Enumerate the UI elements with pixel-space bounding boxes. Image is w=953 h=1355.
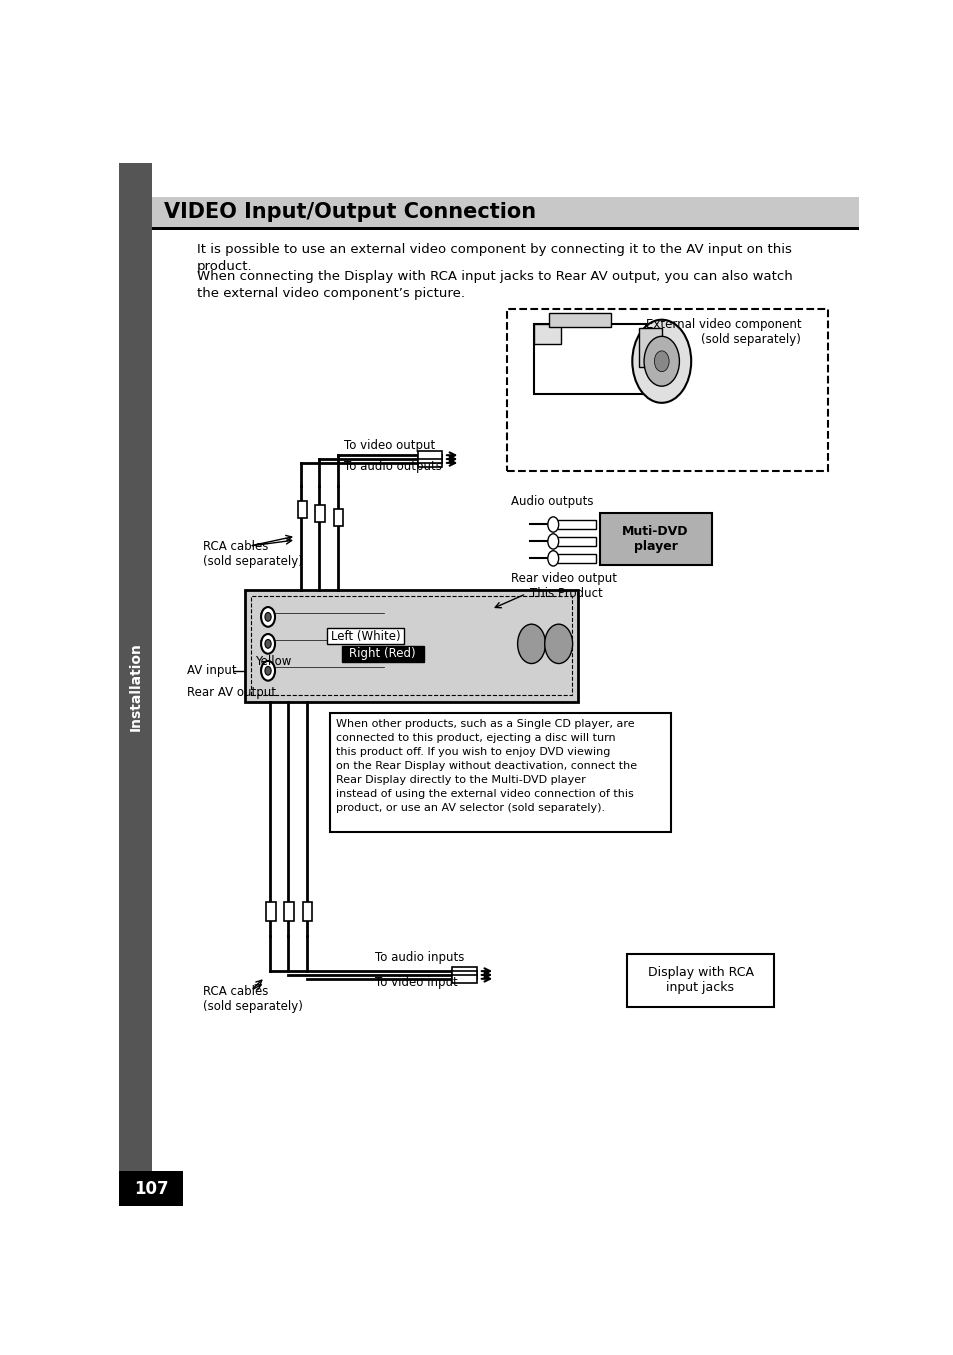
Text: AV input: AV input [187, 664, 237, 678]
Circle shape [265, 640, 271, 648]
Circle shape [544, 625, 572, 664]
Circle shape [261, 661, 274, 680]
Bar [452, 972, 476, 978]
Bar [417, 455, 442, 463]
Bar [266, 902, 275, 921]
Text: Installation: Installation [129, 642, 142, 730]
Bar [452, 967, 476, 976]
Bar [557, 520, 596, 528]
Text: Audio outputs: Audio outputs [510, 495, 593, 508]
Bar [303, 902, 312, 921]
Bar [284, 902, 294, 921]
FancyBboxPatch shape [342, 646, 423, 661]
Text: Rear AV output: Rear AV output [187, 686, 276, 699]
Text: External video component
(sold separately): External video component (sold separatel… [645, 318, 801, 346]
Bar [417, 459, 442, 466]
Circle shape [547, 534, 558, 549]
Text: Rear video output: Rear video output [510, 572, 616, 585]
Text: To video output: To video output [344, 439, 435, 453]
Bar [638, 328, 661, 367]
Circle shape [261, 607, 274, 627]
Circle shape [654, 351, 668, 371]
Text: To audio outputs: To audio outputs [344, 461, 441, 473]
Text: RCA cables
(sold separately): RCA cables (sold separately) [203, 539, 302, 568]
Bar [152, 198, 858, 226]
Bar [245, 589, 578, 702]
Text: Left (White): Left (White) [331, 630, 400, 642]
Circle shape [265, 612, 271, 622]
Bar [506, 309, 827, 470]
Circle shape [632, 320, 691, 402]
Text: Yellow: Yellow [254, 654, 291, 668]
Bar [557, 537, 596, 546]
Bar [626, 954, 773, 1007]
Bar [297, 501, 307, 519]
Bar [251, 596, 571, 695]
Text: To audio inputs: To audio inputs [375, 951, 464, 963]
Bar [557, 554, 596, 562]
Circle shape [547, 516, 558, 533]
Bar [119, 163, 152, 1206]
Bar [534, 324, 645, 393]
Bar [599, 514, 711, 565]
Text: 107: 107 [133, 1180, 168, 1198]
Text: Muti-DVD
player: Muti-DVD player [621, 526, 688, 553]
Text: Display with RCA
input jacks: Display with RCA input jacks [647, 966, 753, 995]
Text: RCA cables
(sold separately): RCA cables (sold separately) [203, 985, 302, 1014]
Circle shape [261, 634, 274, 653]
Circle shape [547, 550, 558, 566]
Bar [330, 713, 670, 832]
Bar [315, 505, 324, 522]
Bar [152, 226, 858, 229]
Text: Right (Red): Right (Red) [349, 648, 416, 660]
Text: When other products, such as a Single CD player, are
connected to this product, : When other products, such as a Single CD… [335, 720, 637, 813]
Text: When connecting the Display with RCA input jacks to Rear AV output, you can also: When connecting the Display with RCA inp… [196, 271, 792, 301]
Bar [452, 976, 476, 982]
Bar [119, 1171, 183, 1206]
FancyBboxPatch shape [327, 629, 404, 644]
Bar [417, 451, 442, 459]
Circle shape [517, 625, 545, 664]
Bar [549, 313, 611, 327]
Text: This Product: This Product [530, 587, 602, 600]
Circle shape [643, 336, 679, 386]
Circle shape [265, 667, 271, 675]
Bar [534, 324, 560, 344]
Text: To video input: To video input [375, 976, 457, 989]
Text: It is possible to use an external video component by connecting it to the AV inp: It is possible to use an external video … [196, 244, 791, 274]
Bar [334, 509, 343, 526]
Text: VIDEO Input/Output Connection: VIDEO Input/Output Connection [164, 202, 536, 222]
